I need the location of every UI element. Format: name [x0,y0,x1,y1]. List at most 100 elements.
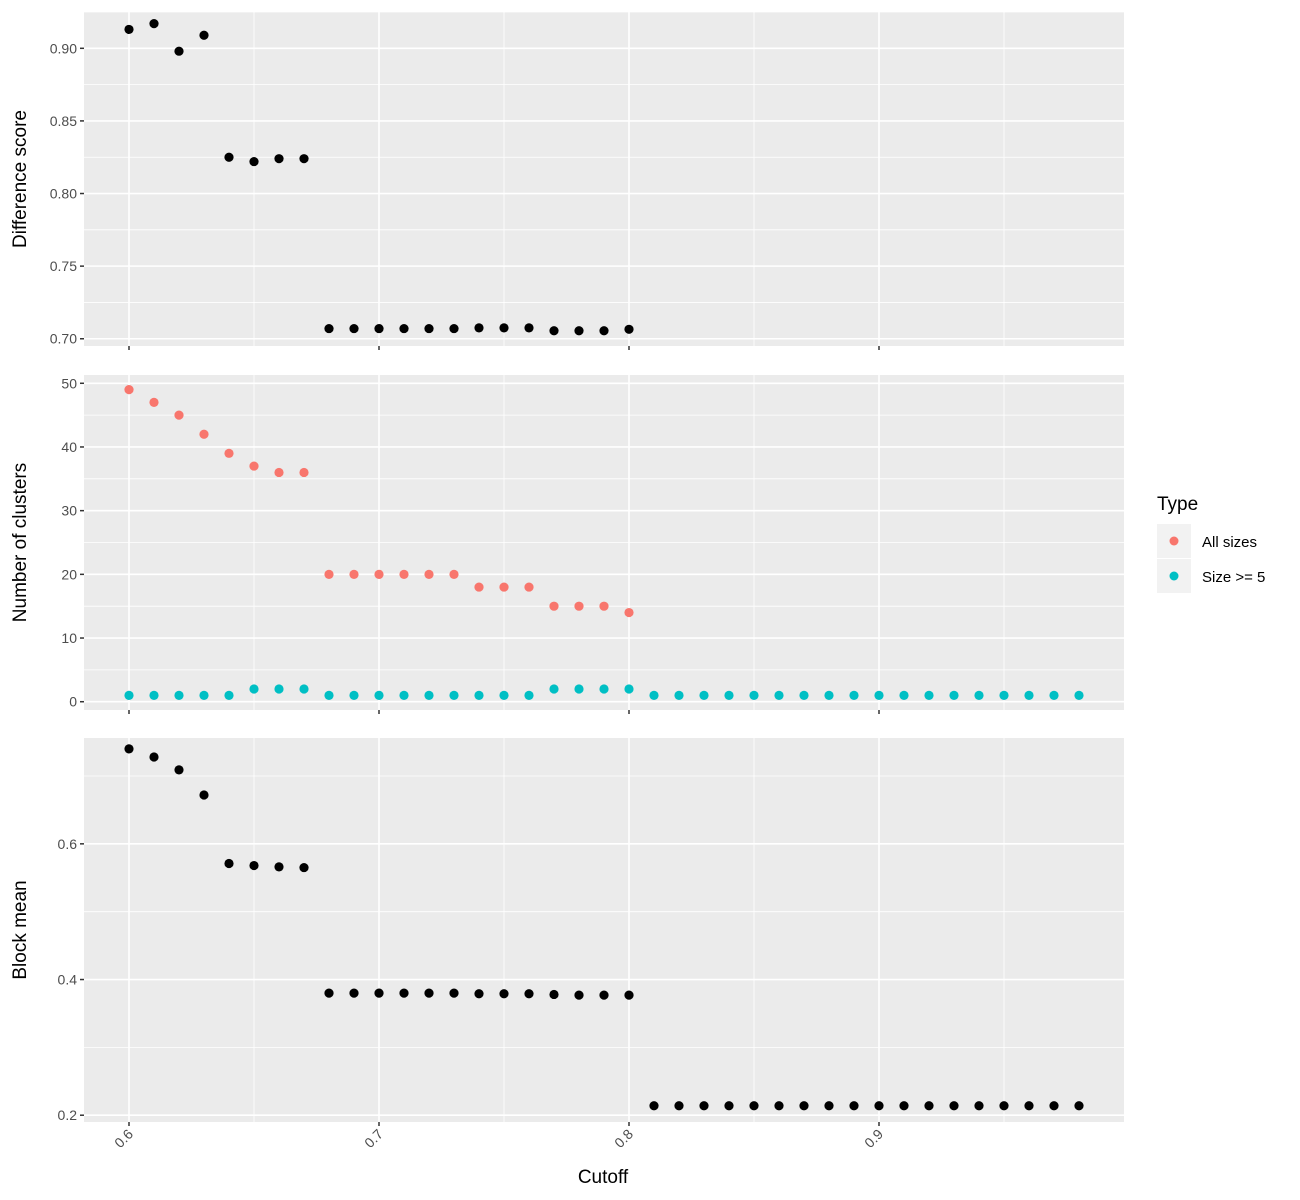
data-point [624,990,634,1000]
y-tick-label: 40 [61,439,77,455]
data-point [924,690,934,700]
data-point [249,461,259,471]
data-point [374,690,384,700]
data-point [224,448,234,458]
data-point [874,690,884,700]
data-point [949,1101,959,1111]
legend: Type All sizes Size >= 5 [1157,494,1265,593]
data-point [974,1101,984,1111]
data-point [174,765,184,775]
data-point [449,323,459,334]
y-tick-label: 0.2 [58,1107,78,1123]
data-point [899,690,909,700]
data-point [249,684,259,694]
data-point [324,988,334,998]
data-point [374,569,384,579]
y-axis-title: Difference score [10,110,31,248]
data-point [299,862,309,873]
data-point [299,154,309,164]
data-point [799,1101,809,1111]
data-point [599,684,609,694]
data-point [599,990,609,1000]
data-point [699,690,709,700]
data-point [124,385,134,395]
data-point [574,684,584,694]
panel-blockmean: 0.2 0.4 0.6 Block mean [10,738,1124,1126]
data-point [774,690,784,700]
data-point [424,690,434,700]
panel-clusters: 0 10 20 30 40 50 Number of clusters [10,375,1124,714]
data-point [1074,690,1084,700]
data-point [749,1101,759,1111]
data-point [649,1101,659,1111]
data-point [274,154,284,164]
data-point [499,690,509,700]
data-point [524,323,534,333]
data-point [949,690,959,700]
data-point [349,690,359,700]
data-point [574,990,584,1000]
data-point [399,690,409,700]
data-point [149,19,159,29]
data-point [899,1101,909,1111]
data-point [399,569,409,579]
data-point [974,690,984,700]
y-tick-label: 30 [61,503,77,519]
x-axis: 0.6 0.7 0.8 0.9 [111,1126,886,1151]
data-point [474,989,484,999]
data-point [699,1101,709,1111]
data-point [424,323,434,334]
data-point [849,1101,859,1111]
chart-panels: 0.70 0.75 0.80 0.85 0.90 Difference score 0 10 2… [10,11,1124,1126]
data-point [599,601,609,611]
y-tick-label: 0.90 [50,40,77,56]
y-tick-label: 0.75 [50,258,77,274]
data-point [449,988,459,998]
data-point [424,569,434,579]
data-point [774,1101,784,1111]
data-point [1024,1101,1034,1111]
x-axis-title: Cutoff [578,1167,629,1188]
x-tick-label: 0.9 [861,1126,886,1151]
data-point [199,690,209,700]
data-point [424,988,434,998]
data-point [324,569,334,579]
legend-title: Type [1157,494,1198,515]
data-point [274,862,284,872]
data-point [999,1101,1009,1111]
data-point [674,1101,684,1111]
data-point [349,988,359,998]
data-point [449,690,459,700]
legend-key-all-sizes [1169,536,1179,546]
data-point [624,684,634,694]
data-point [524,582,534,592]
data-point [174,690,184,700]
data-point [224,858,234,869]
data-point [149,397,159,407]
data-point [1049,1101,1059,1111]
data-point [524,690,534,700]
data-point [649,690,659,700]
data-point [274,467,284,478]
y-tick-label: 20 [61,566,77,582]
data-point [324,323,334,334]
y-tick-label: 0 [69,694,77,710]
data-point [1024,690,1034,700]
data-point [874,1101,884,1111]
data-point [349,323,359,334]
data-point [324,690,334,700]
data-point [474,582,484,592]
data-point [199,30,209,40]
data-point [399,988,409,998]
data-point [124,690,134,700]
data-point [374,323,384,334]
data-point [924,1101,934,1111]
data-point [999,690,1009,700]
data-point [1074,1101,1084,1111]
data-point [499,323,509,333]
data-point [824,1101,834,1111]
data-point [499,989,509,999]
data-point [724,1101,734,1111]
y-axis-title: Block mean [10,880,31,979]
